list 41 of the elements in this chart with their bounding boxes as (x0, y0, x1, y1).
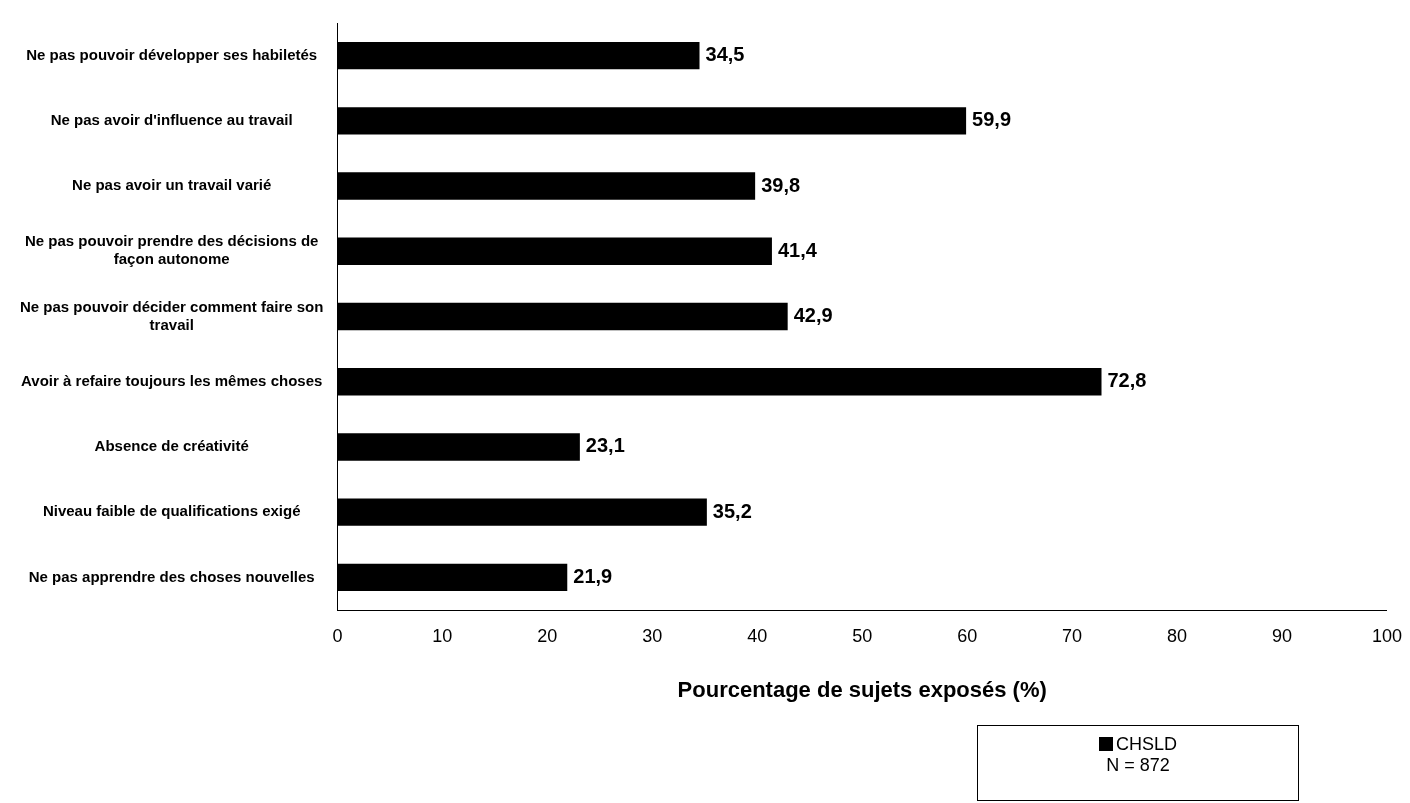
bar (337, 302, 788, 331)
data-label: 42,9 (793, 304, 833, 327)
x-axis-title: Pourcentage de sujets exposés (%) (677, 676, 1047, 702)
data-label: 41,4 (777, 238, 818, 261)
x-tick-label: 30 (642, 625, 663, 646)
bar (337, 563, 568, 592)
bar (337, 172, 756, 200)
data-label: 21,9 (573, 564, 613, 587)
data-label: 23,1 (585, 434, 625, 457)
x-tick-label: 10 (432, 625, 453, 646)
x-tick-label: 80 (1167, 625, 1188, 646)
data-label: 39,8 (761, 173, 801, 196)
bar (337, 107, 967, 135)
bar (337, 41, 700, 70)
y-tick-label: Ne pas apprendre des choses nouvelles (28, 567, 315, 585)
bar (337, 368, 1102, 396)
data-label: 34,5 (705, 43, 745, 66)
x-tick-label: 40 (747, 625, 768, 646)
x-tick-label: 100 (1371, 625, 1403, 646)
y-tick-label: Avoir à refaire toujours les mêmes choses (21, 371, 323, 389)
x-tick-label: 70 (1062, 625, 1083, 646)
bar (337, 498, 707, 526)
x-tick-label: 90 (1272, 625, 1293, 646)
x-tick-label: 20 (537, 625, 558, 646)
x-tick-label: 50 (852, 625, 873, 646)
y-tick-label: Ne pas pouvoir décider comment faire son travail (20, 297, 324, 333)
x-tick-label: 60 (957, 625, 978, 646)
y-tick-label: Ne pas pouvoir développer ses habiletés (26, 45, 318, 63)
bar (337, 237, 772, 265)
data-label: 35,2 (712, 499, 752, 522)
y-tick-label: Absence de créativité (94, 437, 249, 455)
text: N = 872 (1105, 755, 1171, 776)
y-tick-label: Niveau faible de qualifications exigé (42, 502, 301, 520)
legend-label: CHSLD (1115, 734, 1178, 755)
y-tick-label: Ne pas avoir un travail varié (72, 176, 272, 194)
data-label: 72,8 (1107, 369, 1147, 392)
data-label: 59,9 (972, 108, 1012, 131)
y-tick-label: Ne pas avoir d'influence au travail (50, 110, 293, 128)
bar (337, 433, 580, 461)
x-tick-label: 0 (332, 625, 343, 646)
y-tick-label: Ne pas pouvoir prendre des décisions de façon autonome (25, 232, 319, 268)
